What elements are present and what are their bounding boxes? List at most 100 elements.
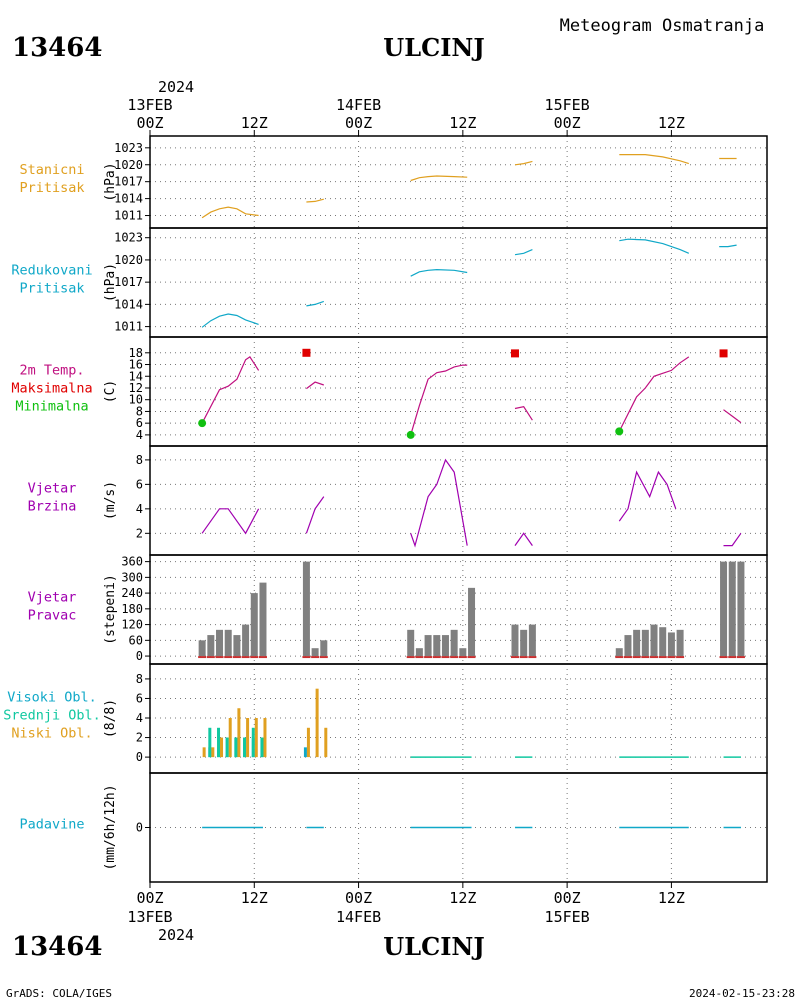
panel-label: 2m Temp.	[19, 363, 84, 379]
tmax-marker	[302, 348, 311, 357]
year-label-bottom: 2024	[158, 926, 194, 944]
x-date-label-bottom: 13FEB	[127, 908, 172, 926]
y-tick-label: 1014	[114, 192, 143, 206]
series-line	[619, 238, 690, 254]
wind-dir-bar	[216, 629, 224, 657]
wind-dir-bar	[259, 582, 267, 657]
series-line	[201, 508, 260, 535]
y-tick-label: 10	[129, 393, 143, 407]
cloud-bar	[217, 727, 221, 758]
panel-frame	[149, 135, 768, 229]
y-tick-label: 4	[136, 711, 143, 725]
x-tick-label-bottom: 00Z	[345, 889, 372, 907]
cloud-bar	[303, 747, 307, 758]
y-tick-label: 240	[121, 586, 143, 600]
y-tick-label: 1017	[114, 175, 143, 189]
x-tick-label-top: 00Z	[554, 114, 581, 132]
series-line	[723, 532, 742, 547]
series-line	[410, 364, 468, 436]
cloud-bar	[220, 737, 224, 758]
wind-dir-bar	[311, 648, 319, 657]
y-axis-label: (hPa)	[103, 263, 118, 302]
x-tick-label-top: 12Z	[241, 114, 268, 132]
y-tick-label: 1023	[114, 141, 143, 155]
cloud-bar	[234, 737, 238, 758]
credit-text: GrADS: COLA/IGES	[6, 987, 112, 1000]
panel-cloud: 0 2 4 6 8 Visoki Obl. Srednji Obl. Niski Obl. (8…	[3, 663, 768, 774]
series-line	[619, 154, 689, 165]
wind-dir-bar	[407, 629, 415, 657]
wind-dir-bar	[641, 629, 649, 657]
y-tick-label: 1023	[114, 231, 143, 245]
cloud-bar	[228, 718, 232, 758]
station-name-bottom: ULCINJ	[383, 932, 484, 961]
panel-label: Stanicni	[19, 162, 84, 178]
wind-dir-bar	[207, 635, 215, 657]
y-tick-label: 1020	[114, 158, 143, 172]
year-label-top: 2024	[158, 78, 194, 96]
y-tick-label: 180	[121, 602, 143, 616]
cloud-bar	[208, 727, 212, 758]
cloud-bar	[324, 727, 328, 758]
panel-label: Vjetar	[28, 590, 77, 606]
series-line	[723, 409, 742, 424]
y-tick-label: 14	[129, 369, 143, 383]
series-line	[306, 300, 324, 307]
wind-dir-bar	[468, 587, 476, 657]
y-tick-label: 12	[129, 381, 143, 395]
wind-dir-bar	[459, 648, 467, 657]
wind-dir-bar	[676, 629, 684, 657]
series-line	[514, 406, 533, 421]
x-date-label-bottom: 14FEB	[336, 908, 381, 926]
x-tick-label-top: 00Z	[345, 114, 372, 132]
panel-label: Visoki Obl.	[7, 690, 96, 706]
panel-frame	[149, 227, 768, 338]
y-tick-label: 120	[121, 618, 143, 632]
y-tick-label: 0	[136, 821, 143, 835]
cloud-bar	[202, 747, 206, 758]
panel-precip: 0 Padavine (mm/6h/12h)	[19, 772, 768, 883]
x-tick-label-top: 00Z	[136, 114, 163, 132]
panel-label: Pritisak	[19, 180, 84, 196]
y-tick-label: 1011	[114, 320, 143, 334]
wind-dir-bar	[424, 635, 432, 657]
wind-dir-bar	[433, 635, 441, 657]
series-line	[305, 496, 325, 534]
series-line	[514, 160, 533, 166]
panel-wspd: 2 4 6 8 Vjetar Brzina (m/s)	[28, 445, 768, 556]
series-line	[410, 458, 468, 548]
tmin-marker	[406, 430, 415, 439]
y-tick-label: 0	[136, 750, 143, 764]
y-axis-label: (C)	[103, 380, 118, 403]
wind-dir-bar	[520, 629, 528, 657]
x-tick-label-bottom: 12Z	[658, 889, 685, 907]
cloud-bar	[260, 737, 264, 758]
tmin-marker	[198, 419, 207, 428]
wind-dir-bar	[320, 640, 328, 657]
series-line	[514, 532, 533, 546]
x-tick-label-top: 12Z	[658, 114, 685, 132]
series-line	[618, 356, 690, 432]
x-tick-label-bottom: 00Z	[554, 889, 581, 907]
y-tick-label: 2	[136, 731, 143, 745]
panel-frame	[149, 445, 768, 556]
wind-dir-bar	[615, 648, 623, 657]
wind-dir-bar	[624, 635, 632, 657]
y-tick-label: 1014	[114, 297, 143, 311]
cloud-bar	[211, 747, 215, 758]
wind-dir-bar	[528, 624, 536, 657]
wind-dir-bar	[720, 561, 728, 657]
panel-stp: 1011 1014 1017 1020 1023 Stanicni Pritisak (hPa…	[19, 135, 768, 229]
series-line	[201, 313, 259, 328]
panel-mslp: 1011 1014 1017 1020 1023 Redukovani Pritisak (h…	[11, 227, 768, 338]
chart-subtitle: Meteogram Osmatranja	[560, 16, 765, 36]
y-axis-label: (stepeni)	[103, 574, 118, 644]
y-tick-label: 4	[136, 502, 143, 516]
panel-label: Brzina	[28, 499, 77, 515]
y-tick-label: 1017	[114, 275, 143, 289]
cloud-bar	[225, 737, 229, 758]
y-tick-label: 0	[136, 649, 143, 663]
